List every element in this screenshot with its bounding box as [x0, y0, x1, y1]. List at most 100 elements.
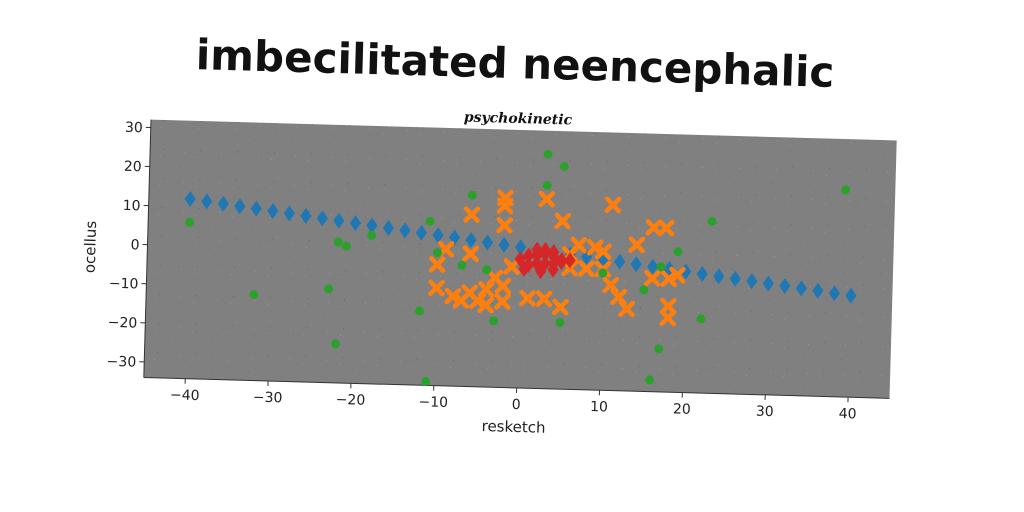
data-point — [656, 262, 666, 272]
data-point — [542, 180, 552, 190]
data-point — [333, 212, 345, 229]
data-point — [518, 260, 530, 277]
data-point — [555, 318, 565, 328]
x-tick-label: −20 — [335, 392, 365, 409]
data-point — [614, 253, 626, 270]
data-point — [201, 193, 213, 210]
data-point — [654, 344, 664, 354]
data-point — [399, 222, 411, 239]
data-point — [489, 316, 499, 326]
data-point — [514, 251, 526, 268]
data-point — [514, 239, 527, 256]
data-point — [249, 290, 259, 300]
data-point — [465, 232, 477, 249]
data-point — [341, 241, 351, 251]
data-point — [482, 265, 492, 275]
y-axis-label: ocellus — [81, 220, 100, 273]
data-point — [645, 375, 655, 385]
data-point — [630, 256, 642, 273]
y-tick-label: −30 — [106, 354, 136, 371]
data-point — [845, 287, 857, 304]
data-point — [713, 268, 725, 285]
data-point — [610, 288, 628, 306]
data-point — [494, 277, 512, 295]
data-point — [414, 306, 424, 316]
data-point — [477, 280, 495, 298]
data-point — [366, 217, 378, 234]
data-point — [428, 256, 446, 273]
data-point — [428, 279, 445, 297]
data-point — [559, 161, 569, 171]
data-point — [660, 270, 678, 288]
data-point — [659, 297, 677, 315]
data-point — [184, 190, 196, 207]
data-point — [841, 185, 851, 195]
data-point — [746, 273, 758, 290]
y-tick-label: 0 — [130, 237, 139, 253]
data-point — [762, 275, 774, 292]
plot-area: −40 −30 −20 −10 0 10 20 30 40 −30 −20 −10 0 10 20 30 r… — [81, 119, 897, 437]
data-point — [828, 285, 840, 302]
data-point — [503, 258, 521, 276]
data-point — [349, 215, 362, 232]
data-point — [586, 238, 604, 256]
data-point — [604, 196, 622, 214]
data-point — [185, 217, 195, 227]
x-tick-label: −30 — [253, 390, 283, 407]
data-point — [481, 234, 494, 251]
data-point — [645, 219, 663, 236]
data-point — [467, 190, 477, 200]
data-point — [618, 300, 636, 318]
data-point — [577, 260, 595, 278]
data-point — [539, 241, 551, 258]
data-point — [523, 247, 535, 264]
data-point — [462, 245, 480, 263]
y-tick-label: 20 — [124, 159, 142, 175]
data-point — [496, 216, 514, 234]
data-point — [382, 219, 395, 236]
data-point — [477, 296, 495, 314]
data-point — [657, 219, 675, 237]
data-point — [639, 285, 649, 295]
data-point — [250, 200, 262, 217]
data-point — [707, 216, 717, 226]
y-tick-label: −10 — [109, 276, 139, 293]
y-tick-label: −20 — [108, 315, 138, 332]
x-ticks: −40 −30 −20 −10 0 10 20 30 40 — [170, 378, 857, 422]
y-tick-label: 30 — [125, 120, 143, 136]
x-tick-label: 40 — [838, 406, 856, 422]
data-point — [729, 270, 741, 287]
data-point — [598, 268, 608, 278]
x-axis-label: resketch — [481, 417, 545, 437]
data-point — [564, 252, 576, 269]
data-point — [330, 339, 340, 349]
x-tick-label: 0 — [511, 397, 520, 413]
data-point — [432, 227, 444, 244]
data-point — [333, 237, 343, 247]
y-axis-line — [143, 119, 152, 378]
data-point — [795, 280, 807, 297]
y-tick-label: 10 — [123, 198, 141, 214]
data-point — [594, 243, 612, 260]
data-point — [457, 260, 467, 270]
data-point — [779, 277, 791, 294]
data-point — [659, 309, 677, 327]
data-point — [494, 293, 511, 310]
series-2 — [514, 241, 576, 280]
data-point — [556, 254, 568, 271]
data-point — [425, 216, 435, 226]
data-point — [463, 206, 481, 224]
data-point — [217, 195, 229, 212]
data-point — [300, 207, 312, 224]
data-point — [602, 276, 620, 294]
data-point — [696, 265, 708, 282]
data-point — [543, 149, 553, 159]
data-point — [283, 205, 295, 222]
data-point — [554, 212, 572, 230]
series-1 — [428, 189, 686, 327]
data-point — [548, 244, 560, 261]
chart-title: imbecilitated neencephalic — [195, 30, 835, 97]
data-point — [415, 224, 428, 241]
data-point — [538, 190, 556, 208]
data-point — [680, 263, 692, 280]
